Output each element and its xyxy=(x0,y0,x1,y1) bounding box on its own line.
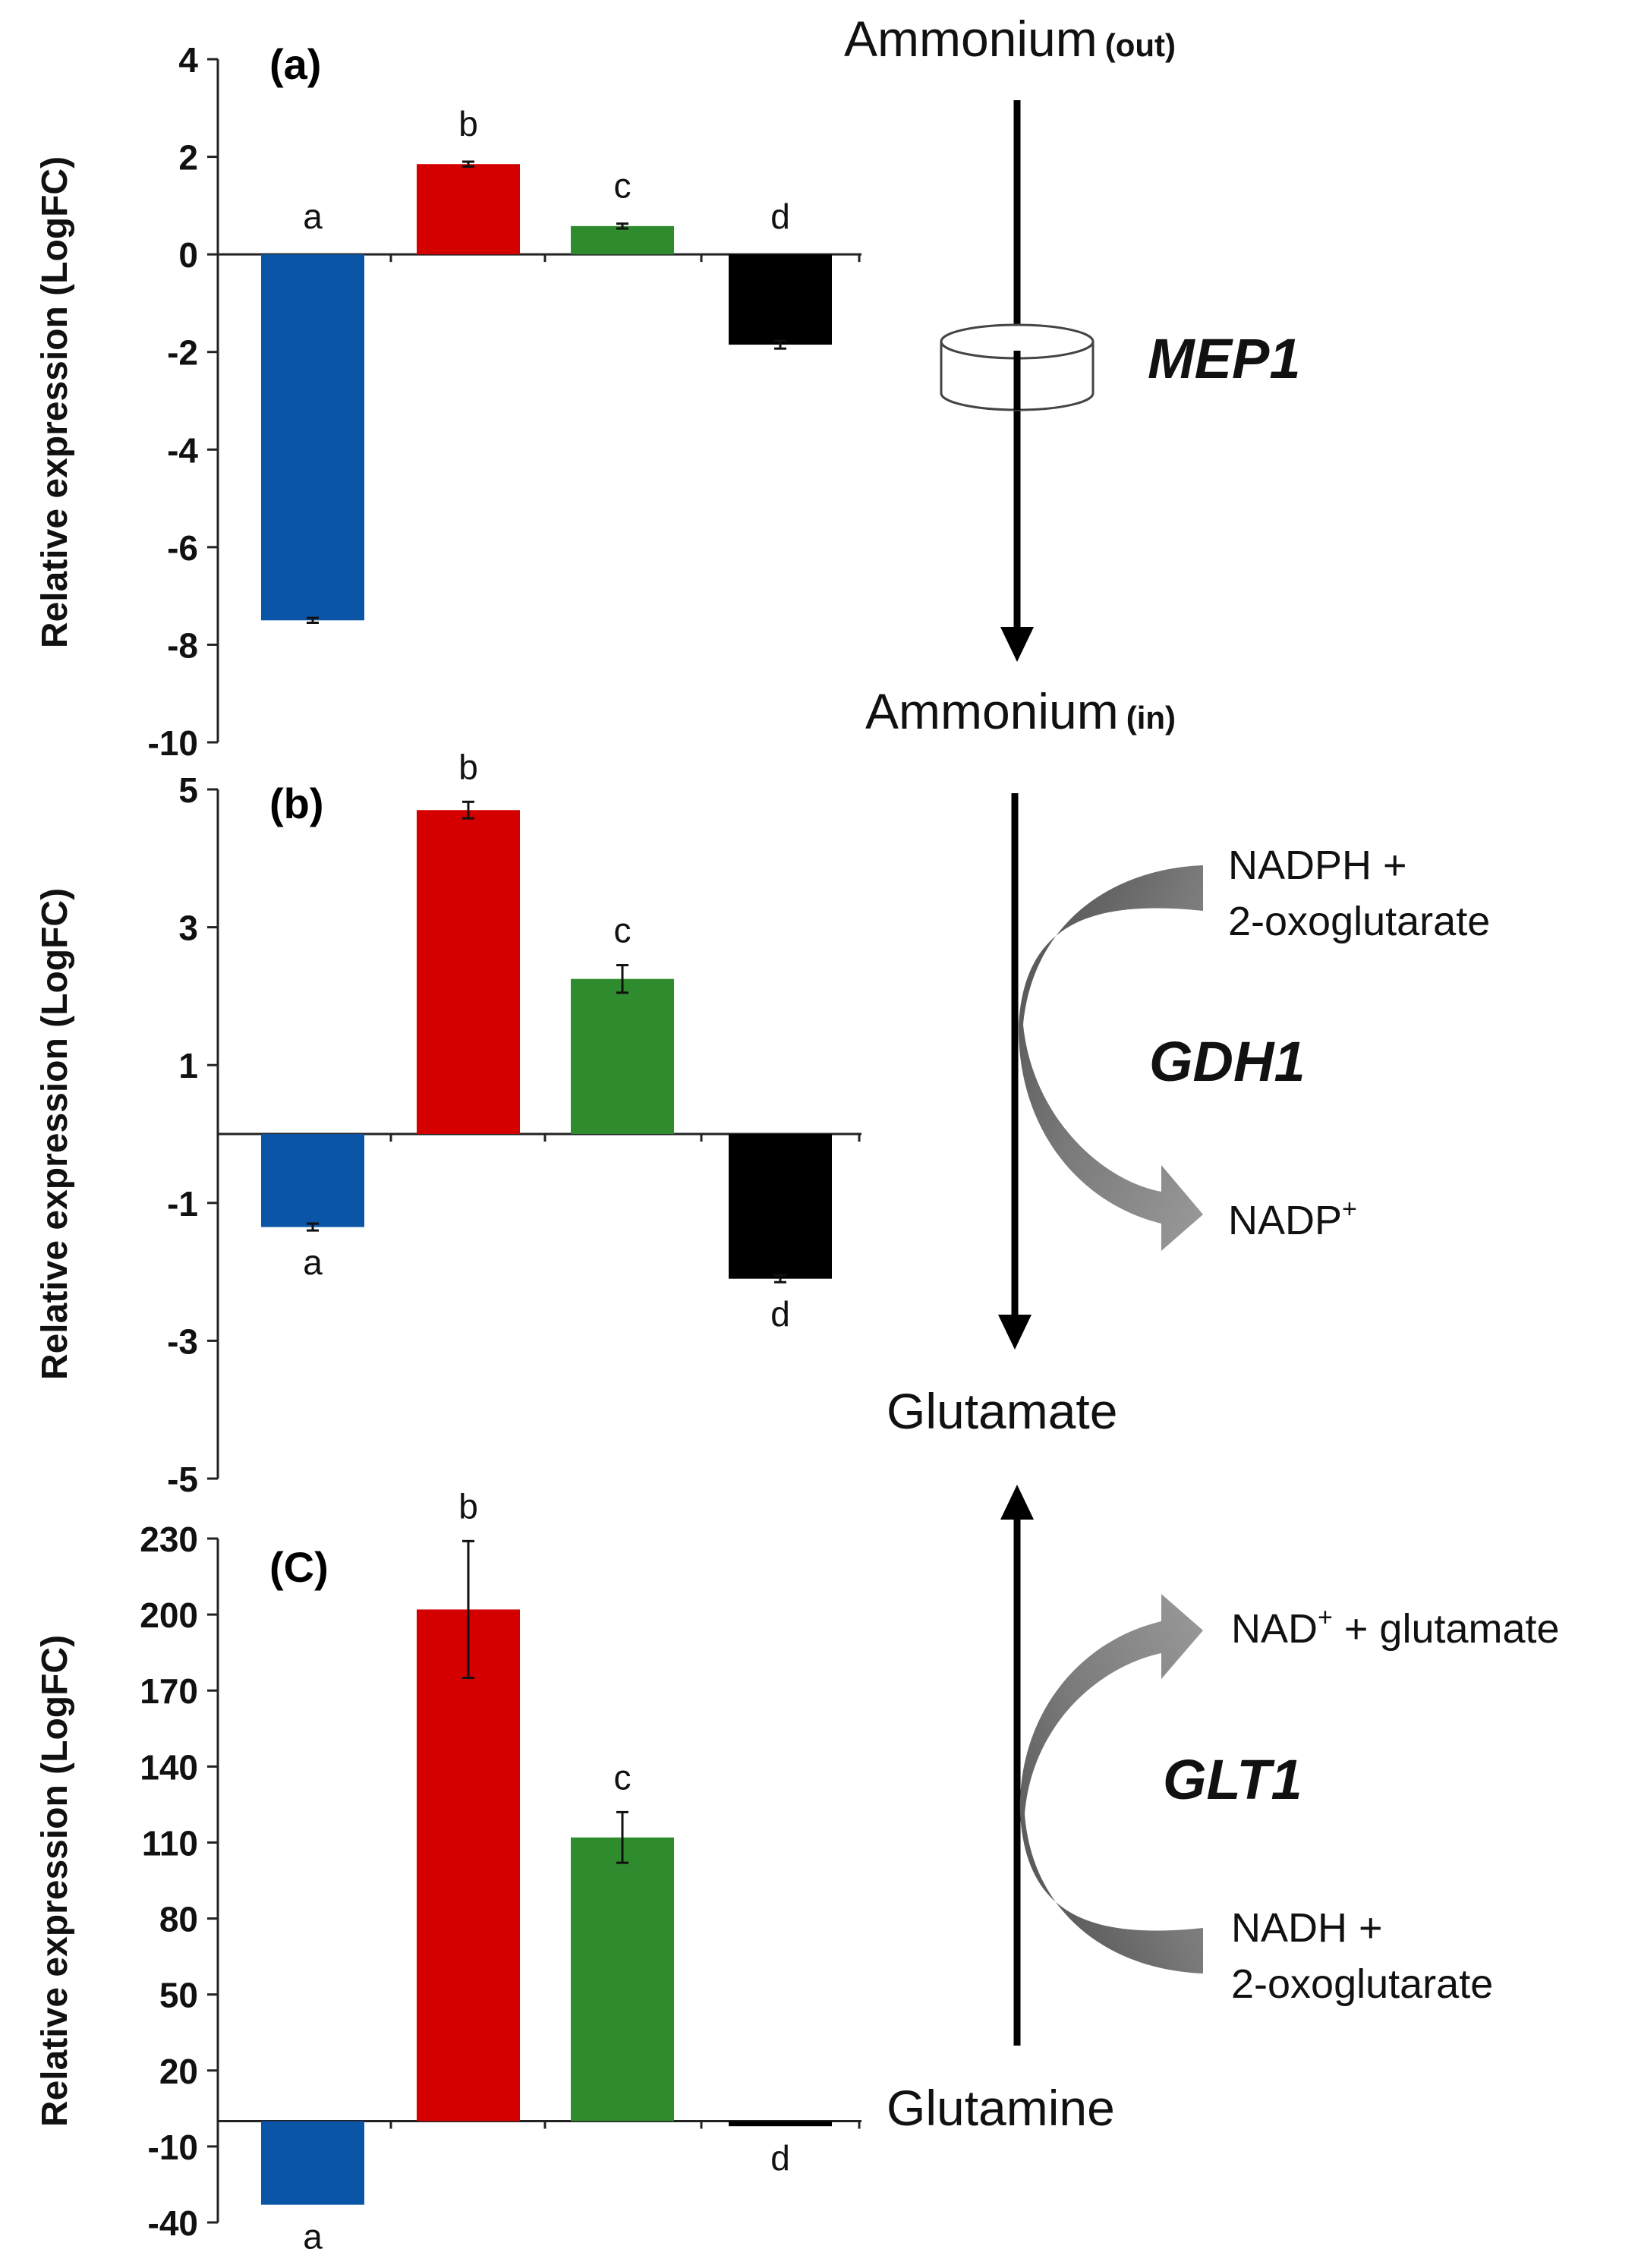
y-tick-label: -1 xyxy=(167,1184,198,1224)
glt1-label: GLT1 xyxy=(1163,1748,1302,1811)
bar xyxy=(571,978,674,1134)
y-tick-label: 4 xyxy=(178,40,198,80)
y-axis-label: Relative expression (LogFC) xyxy=(35,888,75,1380)
significance-letter: b xyxy=(458,747,478,786)
y-tick-label: 1 xyxy=(178,1046,198,1085)
y-tick-label: 170 xyxy=(140,1671,198,1711)
significance-letter: d xyxy=(770,197,790,236)
y-tick-label: -4 xyxy=(167,430,198,470)
gdh1-label: GDH1 xyxy=(1149,1030,1306,1093)
gdh1-substrate-line2: 2-oxoglutarate xyxy=(1228,899,1490,944)
bar xyxy=(729,1134,832,1279)
bar xyxy=(261,1134,364,1227)
y-tick-label: 0 xyxy=(178,235,198,275)
y-tick-label: -10 xyxy=(148,723,198,763)
y-tick-label: 140 xyxy=(140,1747,198,1787)
panel-label: (C) xyxy=(269,1543,329,1591)
gdh-arrow-head xyxy=(998,1315,1032,1350)
y-tick-label: 50 xyxy=(159,1976,198,2015)
y-tick-label: -5 xyxy=(167,1460,198,1499)
chart-panel-b: 5 3 1 -1 -3 -5 Relative expression (LogFC) (b) a… xyxy=(35,747,861,1499)
y-axis-label: Relative expression (LogFC) xyxy=(35,156,75,648)
significance-letter: a xyxy=(303,197,323,236)
glt1-product: NAD+ + glutamate xyxy=(1231,1603,1560,1652)
significance-letter: a xyxy=(303,1243,323,1282)
y-tick-label: -8 xyxy=(167,625,198,665)
y-tick-label: 110 xyxy=(142,1823,198,1863)
mep1-label: MEP1 xyxy=(1148,327,1301,390)
bar xyxy=(417,164,520,255)
glt1-substrate-line2: 2-oxoglutarate xyxy=(1231,1961,1493,2007)
significance-letter: b xyxy=(458,104,478,143)
glt-arrow-head xyxy=(1000,1485,1034,1520)
significance-letter: c xyxy=(614,911,632,950)
chart-panel-c: 230 200 170 140 110 80 50 20 -10 -40 Relative expr… xyxy=(35,1486,861,2257)
y-tick-label: 200 xyxy=(140,1595,198,1635)
ammonium-out-label: Ammonium (out) xyxy=(844,11,1176,67)
y-tick-label: -6 xyxy=(167,528,198,568)
glutamate-label: Glutamate xyxy=(887,1383,1117,1439)
glt1-curved-arrow-icon xyxy=(1019,1594,1203,1973)
bar xyxy=(571,1837,674,2122)
ammonium-in-label: Ammonium (in) xyxy=(865,683,1176,739)
bar xyxy=(261,2121,364,2205)
bar xyxy=(729,2121,832,2127)
y-tick-label: -40 xyxy=(148,2203,198,2243)
gdh1-substrate-line1: NADPH + xyxy=(1228,843,1407,888)
gdh1-curved-arrow-icon xyxy=(1018,865,1203,1251)
bar xyxy=(571,225,674,255)
y-tick-label: -2 xyxy=(167,333,198,373)
panel-label: (a) xyxy=(269,40,321,88)
y-tick-label: 20 xyxy=(159,2052,198,2091)
transport-arrow-head xyxy=(1000,627,1034,662)
significance-letter: a xyxy=(303,2217,323,2257)
bar xyxy=(417,1609,520,2122)
significance-letter: c xyxy=(614,1757,632,1797)
significance-letter: d xyxy=(770,2138,790,2178)
y-tick-label: -10 xyxy=(148,2128,198,2167)
bar xyxy=(417,810,520,1134)
y-tick-label: 2 xyxy=(178,138,198,178)
y-axis-label: Relative expression (LogFC) xyxy=(35,1635,75,2127)
significance-letter: d xyxy=(770,1294,790,1334)
bar xyxy=(261,254,364,621)
bar xyxy=(729,254,832,345)
panel-label: (b) xyxy=(269,780,324,827)
chart-panel-a: 4 2 0 -2 -4 -6 -8 -10 Relative expression (LogFC… xyxy=(35,40,861,763)
gdh1-product: NADP+ xyxy=(1228,1195,1357,1243)
significance-letter: c xyxy=(614,166,632,206)
y-tick-label: -3 xyxy=(167,1321,198,1361)
significance-letter: b xyxy=(458,1486,478,1526)
glutamine-label: Glutamine xyxy=(887,2080,1115,2136)
glt1-substrate-line1: NADH + xyxy=(1231,1905,1383,1951)
y-tick-label: 230 xyxy=(140,1520,198,1559)
pathway-diagram: Ammonium (out) MEP1 Ammonium (in) NADPH + … xyxy=(844,11,1560,2136)
y-tick-label: 3 xyxy=(178,909,198,948)
y-tick-label: 80 xyxy=(159,1900,198,1939)
y-tick-label: 5 xyxy=(178,770,198,810)
transporter-cylinder-icon xyxy=(940,323,1095,411)
